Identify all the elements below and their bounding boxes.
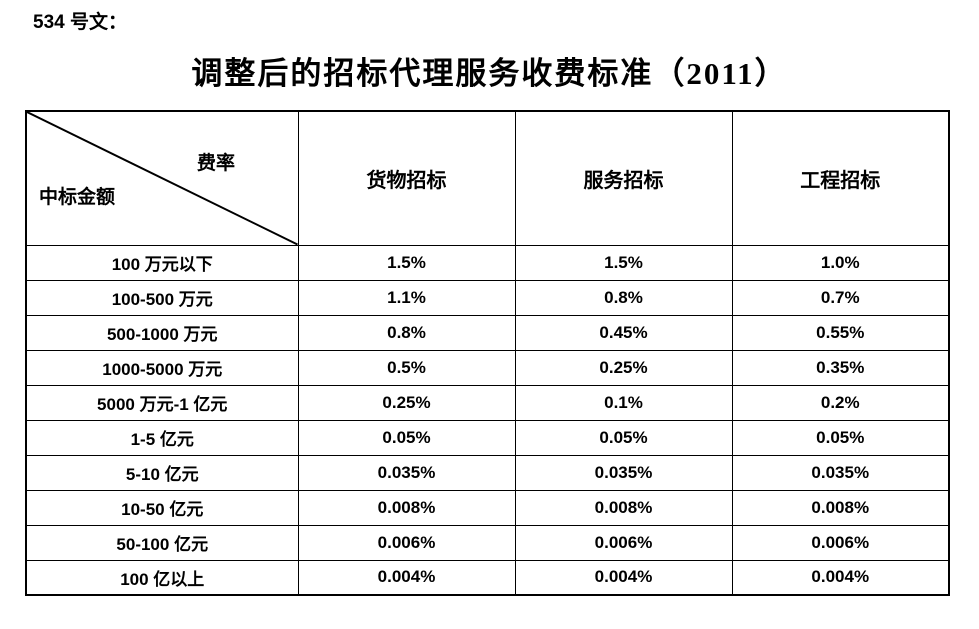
row-label: 500-1000 万元 <box>25 314 299 351</box>
rate-value: 0.55% <box>731 314 950 351</box>
corner-label-bid-amount: 中标金额 <box>39 187 116 208</box>
rate-value: 1.5% <box>297 244 516 281</box>
rate-value: 0.035% <box>514 454 733 491</box>
rate-value: 0.25% <box>297 384 516 421</box>
rate-value: 0.008% <box>514 489 733 526</box>
rate-value: 1.5% <box>514 244 733 281</box>
table-row: 5-10 亿元 0.035% 0.035% 0.035% <box>25 454 950 491</box>
rate-value: 0.2% <box>731 384 950 421</box>
table-row: 500-1000 万元 0.8% 0.45% 0.55% <box>25 314 950 351</box>
doc-number-label: 534 号文： <box>33 12 127 33</box>
rate-value: 0.05% <box>297 419 516 456</box>
table-row: 1-5 亿元 0.05% 0.05% 0.05% <box>25 419 950 456</box>
table-row: 50-100 亿元 0.006% 0.006% 0.006% <box>25 524 950 561</box>
table-row: 100 亿以上 0.004% 0.004% 0.004% <box>25 559 950 596</box>
rate-value: 0.035% <box>297 454 516 491</box>
diagonal-divider-line <box>27 112 298 245</box>
column-header-goods-bidding: 货物招标 <box>297 110 516 246</box>
rate-value: 0.004% <box>731 559 950 596</box>
column-header-engineering-bidding: 工程招标 <box>731 110 950 246</box>
row-label: 100-500 万元 <box>25 279 299 316</box>
header-row: 费率 中标金额 货物招标 服务招标 工程招标 <box>25 110 950 246</box>
table-row: 1000-5000 万元 0.5% 0.25% 0.35% <box>25 349 950 386</box>
row-label: 100 亿以上 <box>25 559 299 596</box>
column-header-service-bidding: 服务招标 <box>514 110 733 246</box>
rate-value: 0.006% <box>514 524 733 561</box>
rate-value: 0.1% <box>514 384 733 421</box>
row-label: 10-50 亿元 <box>25 489 299 526</box>
rate-value: 0.5% <box>297 349 516 386</box>
row-label: 100 万元以下 <box>25 244 299 281</box>
table-row: 5000 万元-1 亿元 0.25% 0.1% 0.2% <box>25 384 950 421</box>
rate-value: 0.006% <box>297 524 516 561</box>
row-label: 5000 万元-1 亿元 <box>25 384 299 421</box>
rate-value: 0.8% <box>514 279 733 316</box>
row-label: 1000-5000 万元 <box>25 349 299 386</box>
rate-value: 0.008% <box>731 489 950 526</box>
row-label: 5-10 亿元 <box>25 454 299 491</box>
rate-value: 0.7% <box>731 279 950 316</box>
corner-label-fee-rate: 费率 <box>197 153 236 174</box>
rate-value: 0.035% <box>731 454 950 491</box>
table-row: 100-500 万元 1.1% 0.8% 0.7% <box>25 279 950 316</box>
rate-value: 0.004% <box>297 559 516 596</box>
rate-value: 1.1% <box>297 279 516 316</box>
rate-value: 0.006% <box>731 524 950 561</box>
rate-value: 0.05% <box>731 419 950 456</box>
rate-value: 0.35% <box>731 349 950 386</box>
fee-table: 费率 中标金额 货物招标 服务招标 工程招标 100 万元以下 1.5% 1.5… <box>25 110 950 596</box>
rate-value: 0.45% <box>514 314 733 351</box>
rate-value: 0.05% <box>514 419 733 456</box>
table-row: 10-50 亿元 0.008% 0.008% 0.008% <box>25 489 950 526</box>
rate-value: 0.008% <box>297 489 516 526</box>
rate-value: 0.25% <box>514 349 733 386</box>
rate-value: 0.8% <box>297 314 516 351</box>
table-row: 100 万元以下 1.5% 1.5% 1.0% <box>25 244 950 281</box>
page-title: 调整后的招标代理服务收费标准（2011） <box>191 56 788 91</box>
row-label: 1-5 亿元 <box>25 419 299 456</box>
row-label: 50-100 亿元 <box>25 524 299 561</box>
rate-value: 0.004% <box>514 559 733 596</box>
rate-value: 1.0% <box>731 244 950 281</box>
corner-header-cell: 费率 中标金额 <box>25 110 299 246</box>
